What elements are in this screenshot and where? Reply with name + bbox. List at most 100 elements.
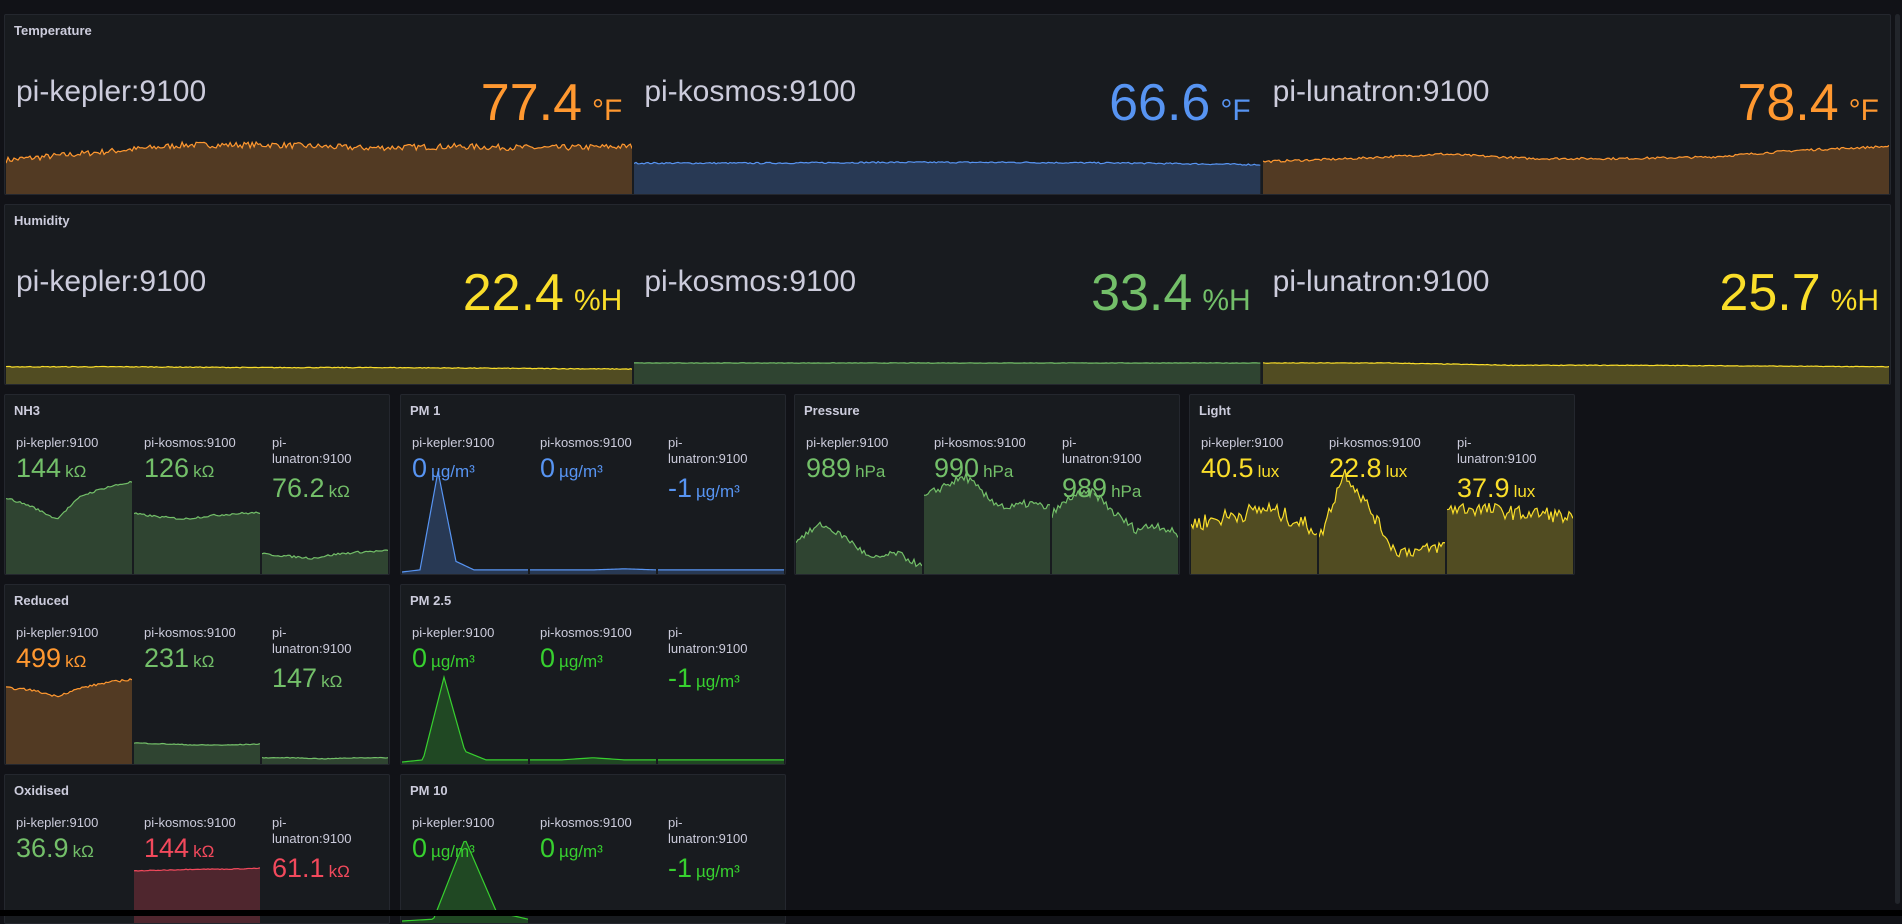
sparkline-area	[6, 366, 632, 384]
stat-name: pi-lunatron:9100	[668, 815, 744, 847]
stat-name: pi-kosmos:9100	[1329, 435, 1421, 451]
sparkline-area	[6, 679, 132, 764]
stat-number: 36.9	[16, 833, 69, 863]
sparkline-area	[634, 363, 1260, 384]
stat-name: pi-kosmos:9100	[144, 625, 236, 641]
stat-value: 77.4 °F	[481, 73, 623, 133]
sparkline-line	[402, 677, 528, 762]
stat-name: pi-kepler:9100	[806, 435, 888, 451]
stat-number: -1	[668, 853, 692, 883]
stat-value: 25.7%H	[1719, 263, 1879, 323]
stat-name: pi-kosmos:9100	[540, 435, 632, 451]
sparkline-area	[634, 162, 1260, 194]
stat-number: 989	[1062, 473, 1107, 503]
stat-pi-kepler-9100[interactable]: pi-kepler:9100 77.4 °F	[6, 15, 632, 194]
stat-unit: %H	[574, 284, 622, 317]
sparkline-area	[402, 471, 528, 574]
sparkline-line	[530, 569, 656, 570]
stat-unit: °F	[592, 94, 622, 127]
stat-number: 77.4	[481, 74, 582, 132]
stat-unit: hPa	[1111, 482, 1141, 501]
stat-number: 78.4	[1737, 74, 1838, 132]
stat-name: pi-lunatron:9100	[668, 625, 744, 657]
sparkline-area	[134, 743, 260, 764]
stat-name: pi-lunatron:9100	[272, 625, 348, 657]
stat-name: pi-kepler:9100	[1201, 435, 1283, 451]
stat-value: 78.4°F	[1737, 73, 1879, 133]
stat-number: 0	[540, 453, 555, 483]
stat-value: 33.4%H	[1091, 263, 1251, 323]
stat-number: 61.1	[272, 853, 325, 883]
scrollbar[interactable]	[1895, 14, 1900, 904]
stat-name: pi-kepler:9100	[16, 75, 206, 109]
sparkline-area	[658, 570, 784, 574]
sparkline-area	[924, 474, 1050, 574]
stat-unit: µg/m³	[431, 652, 475, 671]
stat-unit: lux	[1514, 482, 1536, 501]
stat-unit: kΩ	[65, 462, 86, 481]
stat-number: 40.5	[1201, 453, 1254, 483]
bottom-edge	[0, 910, 1902, 916]
sparkline-area	[6, 142, 632, 194]
stat-name: pi-kosmos:9100	[644, 75, 856, 109]
stat-name: pi-kosmos:9100	[540, 625, 632, 641]
stat-unit: kΩ	[193, 842, 214, 861]
stat-number: -1	[668, 473, 692, 503]
stat-unit: µg/m³	[559, 462, 603, 481]
stat-unit: µg/m³	[696, 482, 740, 501]
stat-unit: lux	[1386, 462, 1408, 481]
